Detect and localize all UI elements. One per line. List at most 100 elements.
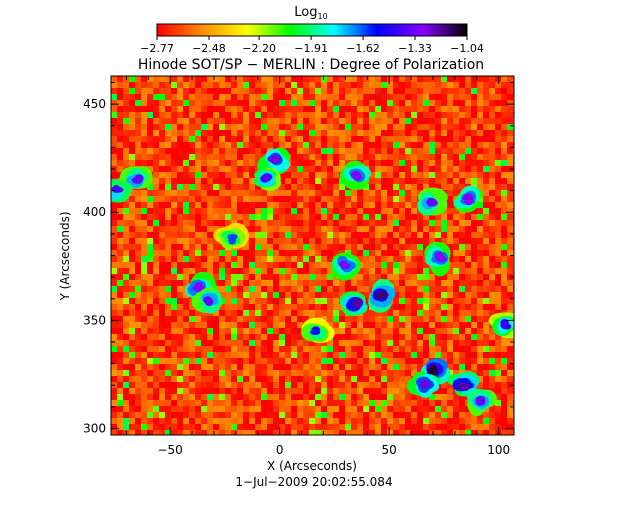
heatmap-cell [237, 406, 243, 412]
heatmap-cell [279, 376, 285, 382]
heatmap-cell [489, 412, 495, 418]
heatmap-cell [141, 154, 147, 160]
heatmap-cell [177, 424, 183, 430]
heatmap-cell [255, 142, 261, 148]
heatmap-cell [495, 112, 501, 118]
heatmap-cell [351, 232, 357, 238]
heatmap-cell [165, 226, 171, 232]
heatmap-cell [429, 400, 435, 406]
heatmap-cell [327, 190, 333, 196]
heatmap-cell [399, 202, 405, 208]
heatmap-cell [159, 418, 165, 424]
heatmap-cell [387, 118, 393, 124]
heatmap-cell [321, 154, 327, 160]
heatmap-cell [141, 232, 147, 238]
heatmap-cell [507, 352, 513, 358]
heatmap-cell [501, 304, 507, 310]
heatmap-cell [393, 178, 399, 184]
heatmap-cell [483, 376, 489, 382]
heatmap-cell [165, 250, 171, 256]
heatmap-cell [201, 364, 207, 370]
heatmap-cell [435, 154, 441, 160]
heatmap-cell [189, 274, 195, 280]
heatmap-cell [201, 136, 207, 142]
heatmap-cell [387, 100, 393, 106]
heatmap-cell [339, 112, 345, 118]
heatmap-cell [231, 310, 237, 316]
heatmap-cell [261, 250, 267, 256]
heatmap-cell [153, 322, 159, 328]
heatmap-cell [279, 226, 285, 232]
heatmap-cell [207, 184, 213, 190]
heatmap-cell [183, 262, 189, 268]
heatmap-cell [417, 142, 423, 148]
heatmap-cell [321, 100, 327, 106]
heatmap-cell [357, 274, 363, 280]
heatmap-cell [339, 358, 345, 364]
heatmap-cell [249, 370, 255, 376]
heatmap-cell [141, 358, 147, 364]
heatmap-cell [465, 106, 471, 112]
polarization-patch-blob [463, 193, 474, 202]
heatmap-cell [303, 244, 309, 250]
heatmap-cell [333, 394, 339, 400]
heatmap-cell [129, 316, 135, 322]
heatmap-cell [315, 424, 321, 430]
heatmap-cell [303, 190, 309, 196]
heatmap-cell [495, 172, 501, 178]
heatmap-cell [147, 316, 153, 322]
heatmap-cell [507, 214, 513, 220]
polarization-patch [331, 252, 361, 281]
heatmap-cell [117, 406, 123, 412]
heatmap-cell [159, 112, 165, 118]
heatmap-cell [357, 202, 363, 208]
heatmap-cell [183, 376, 189, 382]
heatmap-cell [327, 106, 333, 112]
heatmap-cell [501, 280, 507, 286]
heatmap-cell [363, 202, 369, 208]
heatmap-cell [279, 292, 285, 298]
heatmap-cell [429, 430, 435, 435]
heatmap-cell [153, 154, 159, 160]
heatmap-cell [327, 388, 333, 394]
heatmap-cell [495, 178, 501, 184]
heatmap-cell [459, 250, 465, 256]
heatmap-cell [213, 88, 219, 94]
heatmap-cell [381, 274, 387, 280]
heatmap-cell [399, 340, 405, 346]
heatmap-cell [273, 298, 279, 304]
heatmap-cell [123, 370, 129, 376]
heatmap-cell [129, 262, 135, 268]
heatmap-cell [135, 220, 141, 226]
heatmap-cell [189, 178, 195, 184]
heatmap-cell [177, 298, 183, 304]
heatmap-cell [225, 322, 231, 328]
heatmap-cell [501, 112, 507, 118]
heatmap-cell [483, 124, 489, 130]
heatmap-cell [393, 172, 399, 178]
heatmap-cell [171, 364, 177, 370]
heatmap-cell [429, 310, 435, 316]
heatmap-cell [171, 358, 177, 364]
heatmap-cell [327, 88, 333, 94]
heatmap-cell [291, 262, 297, 268]
heatmap-cell [285, 310, 291, 316]
heatmap-cell [387, 388, 393, 394]
heatmap-cell [411, 370, 417, 376]
heatmap-cell [351, 82, 357, 88]
heatmap-cell [459, 352, 465, 358]
heatmap-cell [129, 418, 135, 424]
heatmap-cell [237, 220, 243, 226]
heatmap-cell [285, 334, 291, 340]
heatmap-cell [417, 172, 423, 178]
heatmap-cell [261, 394, 267, 400]
heatmap-cell [153, 358, 159, 364]
heatmap-cell [279, 430, 285, 435]
heatmap-cell [357, 118, 363, 124]
heatmap-cell [129, 358, 135, 364]
heatmap-cell [135, 316, 141, 322]
heatmap-cell [189, 160, 195, 166]
heatmap-cell [483, 88, 489, 94]
heatmap-cell [177, 124, 183, 130]
heatmap-cell [159, 94, 165, 100]
